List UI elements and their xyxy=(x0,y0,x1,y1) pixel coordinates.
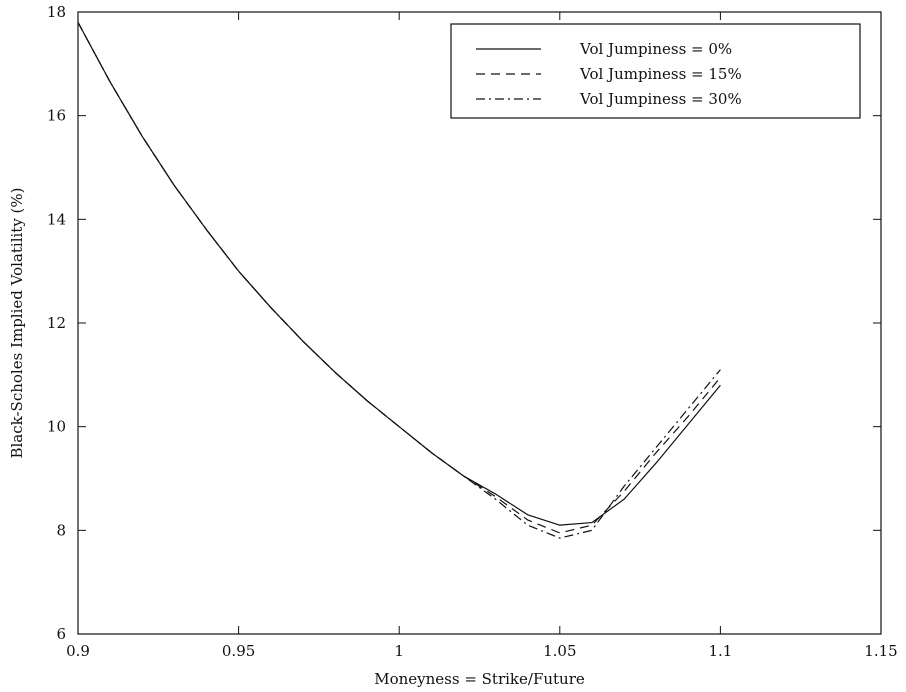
y-tick-label: 18 xyxy=(47,3,66,21)
axis-tick-labels: 0.9 0.95 1 1.05 1.1 1.15 6 8 10 12 14 16 18 xyxy=(47,3,898,660)
axis-ticks xyxy=(77,11,882,635)
legend-label-1: Vol Jumpiness = 0% xyxy=(579,40,732,58)
y-tick-label: 10 xyxy=(47,418,66,436)
x-tick-label: 0.9 xyxy=(66,642,90,660)
y-tick-label: 12 xyxy=(47,314,66,332)
y-tick-label: 16 xyxy=(47,107,66,125)
series-line-3 xyxy=(77,22,721,539)
series-lines xyxy=(77,22,721,539)
x-axis-label: Moneyness = Strike/Future xyxy=(374,670,585,688)
y-tick-label: 8 xyxy=(56,521,66,539)
x-tick-label: 1.15 xyxy=(864,642,897,660)
x-tick-label: 1 xyxy=(394,642,404,660)
y-axis-label: Black-Scholes Implied Volatility (%) xyxy=(8,187,26,458)
x-tick-label: 1.1 xyxy=(708,642,732,660)
legend: Vol Jumpiness = 0% Vol Jumpiness = 15% Vol… xyxy=(450,23,861,119)
y-tick-label: 6 xyxy=(56,625,66,643)
x-tick-label: 1.05 xyxy=(543,642,576,660)
legend-box xyxy=(450,23,861,119)
y-tick-label: 14 xyxy=(47,210,66,228)
legend-label-3: Vol Jumpiness = 30% xyxy=(579,90,742,108)
legend-label-2: Vol Jumpiness = 15% xyxy=(579,65,742,83)
x-tick-label: 0.95 xyxy=(222,642,255,660)
